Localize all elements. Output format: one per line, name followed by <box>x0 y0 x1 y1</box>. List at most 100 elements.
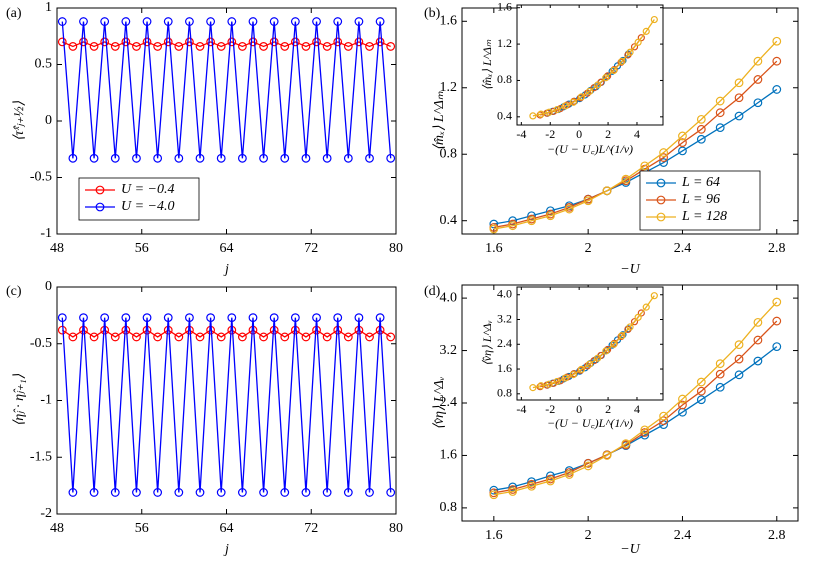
marker <box>365 153 374 163</box>
marker <box>110 332 120 342</box>
marker <box>564 470 574 479</box>
marker <box>79 313 88 323</box>
marker <box>650 292 658 300</box>
marker <box>121 37 131 47</box>
legend-marker <box>95 202 105 212</box>
marker <box>577 365 586 373</box>
marker <box>110 42 120 51</box>
y-tick-label: -1 <box>40 226 52 241</box>
marker <box>569 98 577 106</box>
marker <box>753 75 763 84</box>
y-tick-label: 2.4 <box>497 336 512 350</box>
marker <box>185 17 194 26</box>
marker <box>68 42 78 51</box>
marker <box>553 105 561 114</box>
marker <box>237 153 247 163</box>
marker <box>259 153 268 163</box>
axes-box <box>516 4 664 126</box>
y-tick-label: 1.6 <box>497 361 512 375</box>
marker <box>153 332 163 342</box>
marker <box>508 487 518 496</box>
x-tick-label: 2.8 <box>768 528 786 543</box>
marker <box>312 313 321 323</box>
marker <box>333 37 343 47</box>
marker <box>594 354 602 362</box>
marker <box>132 153 141 163</box>
axes-box <box>461 284 799 522</box>
series-line <box>493 60 778 228</box>
x-tick-label: -2 <box>545 402 555 416</box>
marker <box>734 111 744 121</box>
marker <box>269 17 279 26</box>
marker <box>79 17 88 26</box>
marker <box>734 93 744 103</box>
x-tick-label: 1.6 <box>485 528 503 543</box>
marker <box>386 42 396 51</box>
marker <box>583 89 591 97</box>
marker <box>375 17 385 26</box>
marker <box>626 323 634 331</box>
marker <box>585 87 594 95</box>
marker <box>312 17 321 26</box>
marker <box>301 488 311 497</box>
marker <box>206 17 216 26</box>
marker <box>375 37 385 47</box>
axes-box <box>56 286 397 515</box>
marker <box>527 477 536 487</box>
marker <box>57 17 67 26</box>
marker <box>100 17 110 26</box>
marker <box>583 461 593 471</box>
x-tick-label: -4 <box>516 402 526 416</box>
marker <box>659 148 668 157</box>
marker <box>290 313 300 323</box>
marker <box>753 317 763 327</box>
marker <box>603 73 611 81</box>
marker <box>290 17 300 26</box>
legend-label: U = −0.4 <box>121 182 175 197</box>
marker <box>301 332 311 342</box>
marker <box>142 313 152 323</box>
marker <box>280 42 290 51</box>
x-axis-label: −U <box>620 262 640 277</box>
marker <box>68 488 78 497</box>
marker <box>772 316 782 326</box>
marker <box>227 313 237 323</box>
marker <box>553 377 561 386</box>
marker <box>618 332 626 340</box>
marker <box>696 124 706 134</box>
marker <box>343 153 353 163</box>
legend-label: L = 64 <box>681 175 720 190</box>
x-tick-label: 80 <box>389 521 403 536</box>
marker <box>354 17 364 26</box>
marker <box>527 481 536 491</box>
marker <box>753 56 763 66</box>
marker <box>610 66 618 75</box>
x-tick-label: 2 <box>605 127 611 141</box>
marker <box>772 297 782 307</box>
marker <box>659 158 668 167</box>
y-tick-label: -2 <box>40 506 52 521</box>
marker <box>527 216 536 226</box>
marker <box>546 476 555 486</box>
marker <box>642 303 650 311</box>
marker <box>604 345 612 354</box>
marker <box>772 85 782 94</box>
y-tick-label: 0 <box>45 113 52 128</box>
marker <box>734 340 744 350</box>
marker <box>594 81 602 89</box>
series-line <box>61 329 392 338</box>
marker <box>121 313 131 323</box>
panel: 1.6 2 2.4 2.80.40.81.21.6(b)−U⟨m̂ₓ⟩ L^ΔₘL =… <box>424 6 799 277</box>
series-line <box>532 295 655 389</box>
series-line <box>493 346 778 491</box>
marker <box>529 112 537 120</box>
y-axis-label: ⟨m̂ₓ⟩ L^Δₘ <box>480 39 494 90</box>
marker <box>174 488 184 497</box>
x-tick-label: 2.4 <box>674 528 692 543</box>
marker <box>585 360 594 368</box>
marker <box>659 153 668 162</box>
legend-box <box>78 177 200 221</box>
marker <box>301 153 311 163</box>
y-tick-label: 1.6 <box>440 14 458 29</box>
